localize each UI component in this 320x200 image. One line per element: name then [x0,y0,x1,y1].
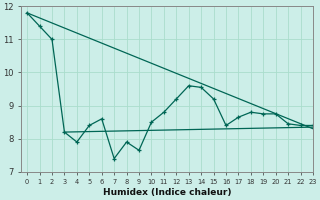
X-axis label: Humidex (Indice chaleur): Humidex (Indice chaleur) [103,188,231,197]
